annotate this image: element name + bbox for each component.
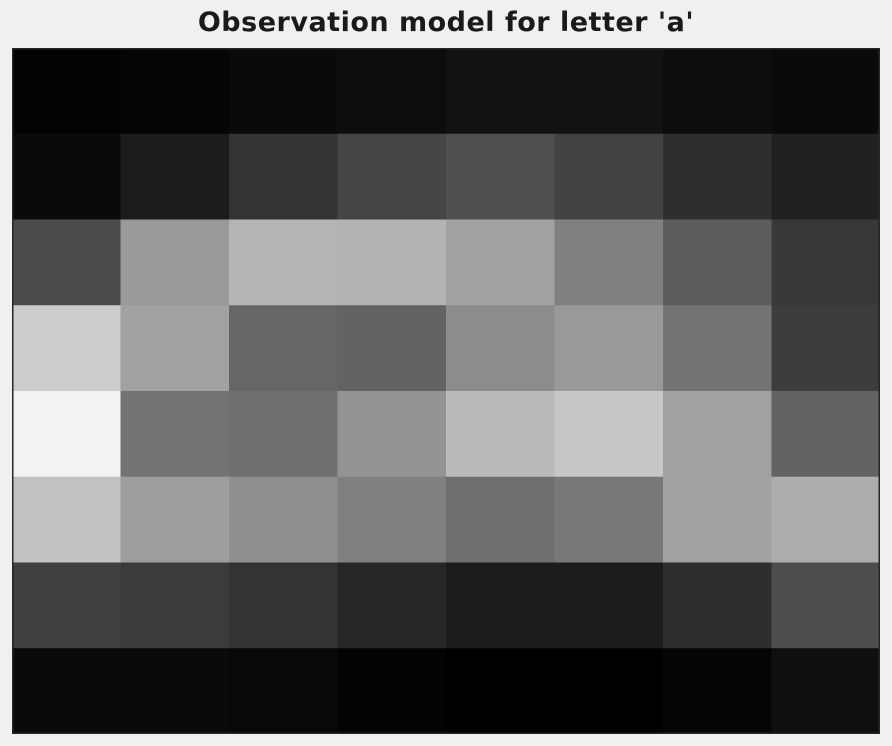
heatmap-cell xyxy=(337,562,447,649)
heatmap-cell xyxy=(446,562,556,649)
heatmap-cell xyxy=(120,305,230,392)
heatmap-cell xyxy=(229,476,339,564)
heatmap-cell xyxy=(663,391,773,478)
heatmap-cell xyxy=(771,476,880,564)
heatmap-cell xyxy=(446,476,556,564)
heatmap-cell xyxy=(120,48,230,135)
heatmap-cell xyxy=(337,391,447,478)
heatmap-cell xyxy=(229,133,339,221)
heatmap-cell xyxy=(337,48,447,135)
chart-title: Observation model for letter 'a' xyxy=(197,7,695,38)
heatmap-cell xyxy=(120,219,230,306)
heatmap-cell xyxy=(229,48,339,135)
heatmap-cell xyxy=(229,562,339,649)
heatmap-cell xyxy=(663,48,773,135)
heatmap-cell xyxy=(554,391,664,478)
heatmap-cell xyxy=(771,48,880,135)
heatmap-cell xyxy=(446,48,556,135)
heatmap-cell xyxy=(663,305,773,392)
heatmap-cell xyxy=(554,305,664,392)
heatmap-cell xyxy=(663,562,773,649)
heatmap-cell xyxy=(554,476,664,564)
heatmap-cell xyxy=(337,648,447,734)
heatmap-plot-area xyxy=(12,48,880,734)
heatmap-cell xyxy=(337,133,447,221)
heatmap-cell xyxy=(12,305,122,392)
axes-frame xyxy=(12,48,880,734)
heatmap-cell xyxy=(554,133,664,221)
heatmap-cell xyxy=(120,562,230,649)
heatmap-cell xyxy=(229,305,339,392)
heatmap-cell xyxy=(337,219,447,306)
heatmap-cell xyxy=(120,133,230,221)
heatmap-cell xyxy=(446,219,556,306)
heatmap-cell xyxy=(663,219,773,306)
heatmap-cell xyxy=(663,648,773,734)
heatmap-cell xyxy=(12,48,122,135)
heatmap-chart xyxy=(12,48,880,734)
heatmap-cell xyxy=(554,48,664,135)
heatmap-cell xyxy=(446,305,556,392)
heatmap-cell xyxy=(446,133,556,221)
heatmap-cell xyxy=(229,648,339,734)
heatmap-cell xyxy=(771,133,880,221)
heatmap-cell xyxy=(554,219,664,306)
heatmap-cell xyxy=(229,391,339,478)
heatmap-cell xyxy=(12,562,122,649)
heatmap-cell xyxy=(12,476,122,564)
heatmap-cell xyxy=(12,391,122,478)
heatmap-cell xyxy=(337,305,447,392)
heatmap-cell xyxy=(771,562,880,649)
heatmap-cell xyxy=(771,648,880,734)
heatmap-cell xyxy=(12,648,122,734)
heatmap-cell xyxy=(337,476,447,564)
heatmap-cell xyxy=(663,476,773,564)
heatmap-cell xyxy=(12,219,122,306)
heatmap-cell xyxy=(229,219,339,306)
heatmap-cell xyxy=(446,648,556,734)
heatmap-cell xyxy=(663,133,773,221)
heatmap-cell xyxy=(120,648,230,734)
heatmap-cell xyxy=(446,391,556,478)
heatmap-cell xyxy=(771,305,880,392)
heatmap-cell xyxy=(120,476,230,564)
heatmap-cell xyxy=(12,133,122,221)
heatmap-cell xyxy=(120,391,230,478)
heatmap-cell xyxy=(554,562,664,649)
heatmap-cell xyxy=(554,648,664,734)
heatmap-cell xyxy=(771,219,880,306)
heatmap-cell xyxy=(771,391,880,478)
